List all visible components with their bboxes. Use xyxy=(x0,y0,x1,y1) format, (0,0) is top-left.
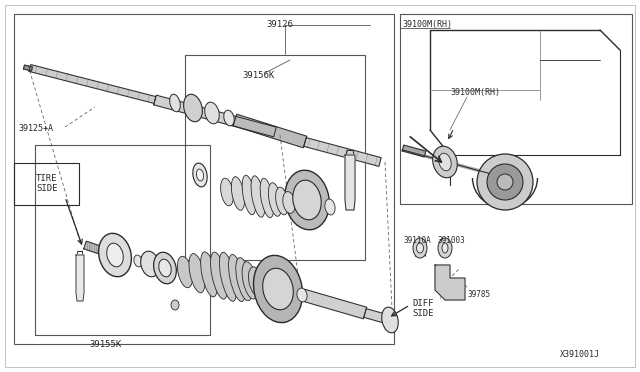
Polygon shape xyxy=(76,255,84,301)
Text: 39125+A: 39125+A xyxy=(18,124,53,133)
Bar xyxy=(14,14,394,344)
Bar xyxy=(35,145,210,335)
Ellipse shape xyxy=(283,192,295,214)
Ellipse shape xyxy=(242,175,256,215)
Ellipse shape xyxy=(497,174,513,190)
Text: 39155K: 39155K xyxy=(89,340,121,349)
Ellipse shape xyxy=(141,251,159,277)
Ellipse shape xyxy=(248,267,264,296)
Text: 39110A: 39110A xyxy=(403,236,431,245)
Ellipse shape xyxy=(177,256,193,288)
Ellipse shape xyxy=(285,170,330,230)
Ellipse shape xyxy=(196,169,204,181)
Text: 39100M(RH): 39100M(RH) xyxy=(450,88,500,97)
Ellipse shape xyxy=(134,255,142,267)
Ellipse shape xyxy=(439,153,451,171)
Text: TIRE: TIRE xyxy=(36,174,58,183)
Ellipse shape xyxy=(487,164,523,200)
Ellipse shape xyxy=(221,178,234,206)
Polygon shape xyxy=(364,309,391,324)
Ellipse shape xyxy=(433,146,458,178)
Polygon shape xyxy=(345,155,355,210)
Ellipse shape xyxy=(477,154,533,210)
Ellipse shape xyxy=(154,252,177,284)
Text: 39156K: 39156K xyxy=(242,71,274,80)
Ellipse shape xyxy=(205,102,220,124)
Ellipse shape xyxy=(228,254,246,302)
Polygon shape xyxy=(29,65,156,103)
Polygon shape xyxy=(233,114,307,148)
Polygon shape xyxy=(84,241,101,254)
Ellipse shape xyxy=(224,110,234,126)
Polygon shape xyxy=(24,65,33,71)
Polygon shape xyxy=(402,145,426,157)
Bar xyxy=(185,55,365,260)
Ellipse shape xyxy=(170,94,180,112)
Text: SIDE: SIDE xyxy=(412,309,433,318)
Ellipse shape xyxy=(268,183,282,216)
Text: DIFF: DIFF xyxy=(412,299,433,308)
Ellipse shape xyxy=(171,300,179,310)
Ellipse shape xyxy=(325,199,335,215)
Ellipse shape xyxy=(201,252,218,297)
Ellipse shape xyxy=(193,163,207,187)
Ellipse shape xyxy=(260,178,274,218)
Text: 391003: 391003 xyxy=(438,236,466,245)
Bar xyxy=(14,163,79,205)
Text: SIDE: SIDE xyxy=(36,184,58,193)
Ellipse shape xyxy=(442,243,448,253)
Bar xyxy=(400,14,632,204)
Ellipse shape xyxy=(253,255,303,323)
Ellipse shape xyxy=(236,258,252,301)
Text: X391001J: X391001J xyxy=(560,350,600,359)
Ellipse shape xyxy=(381,307,398,333)
Ellipse shape xyxy=(232,177,244,210)
Text: 39100M(RH): 39100M(RH) xyxy=(402,20,452,29)
Ellipse shape xyxy=(413,238,427,258)
Ellipse shape xyxy=(276,187,289,215)
Ellipse shape xyxy=(292,180,321,220)
Text: 39785: 39785 xyxy=(468,290,491,299)
Ellipse shape xyxy=(251,176,265,217)
Ellipse shape xyxy=(159,259,172,277)
Ellipse shape xyxy=(417,243,424,253)
Ellipse shape xyxy=(262,268,293,310)
Polygon shape xyxy=(435,265,465,300)
Text: 39126: 39126 xyxy=(267,20,293,29)
Ellipse shape xyxy=(438,238,452,258)
Ellipse shape xyxy=(107,243,124,267)
Polygon shape xyxy=(301,289,367,319)
Polygon shape xyxy=(304,138,381,166)
Ellipse shape xyxy=(184,94,202,122)
Ellipse shape xyxy=(242,262,258,299)
Polygon shape xyxy=(154,95,276,137)
Ellipse shape xyxy=(189,254,205,293)
Ellipse shape xyxy=(211,252,227,299)
Ellipse shape xyxy=(99,233,131,277)
Ellipse shape xyxy=(220,252,237,301)
Ellipse shape xyxy=(297,288,307,302)
